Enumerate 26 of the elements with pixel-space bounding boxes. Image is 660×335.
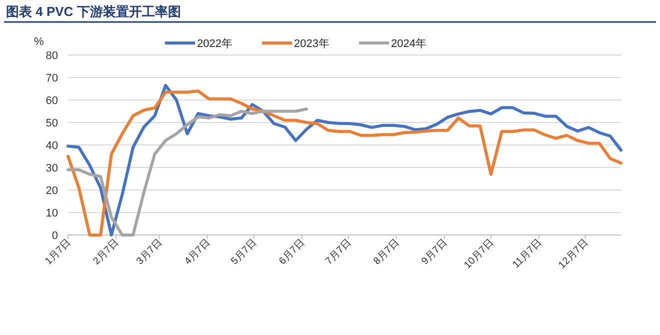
- x-tick-label: 7月7日: [324, 237, 354, 268]
- y-axis-title: %: [34, 36, 44, 48]
- x-tick-label: 5月7日: [229, 237, 260, 268]
- y-tick-label: 0: [52, 230, 58, 242]
- legend-label: 2022年: [197, 38, 232, 50]
- x-tick-label: 6月7日: [277, 237, 308, 268]
- y-tick-label: 80: [46, 50, 58, 62]
- x-tick-label: 10月7日: [462, 237, 496, 272]
- x-tick-label: 4月7日: [182, 237, 213, 268]
- legend-label: 2024年: [391, 38, 426, 50]
- x-tick-label: 9月7日: [420, 237, 450, 268]
- y-tick-label: 20: [46, 185, 58, 197]
- line-series: [66, 108, 308, 236]
- x-tick-label: 12月7日: [556, 237, 590, 272]
- x-tick-label: 3月7日: [134, 237, 165, 268]
- y-tick-label: 40: [46, 140, 58, 152]
- chart-title: 图表 4 PVC 下游装置开工率图: [6, 4, 181, 19]
- x-tick-label: 2月7日: [91, 237, 122, 268]
- legend-label: 2023年: [294, 38, 330, 50]
- y-tick-label: 70: [46, 72, 58, 84]
- y-tick-label: 50: [46, 118, 58, 130]
- y-tick-label: 10: [46, 208, 58, 220]
- y-tick-label: 60: [46, 95, 58, 107]
- x-tick-label: 11月7日: [510, 237, 544, 271]
- x-tick-label: 8月7日: [372, 237, 402, 268]
- y-tick-label: 30: [46, 162, 58, 174]
